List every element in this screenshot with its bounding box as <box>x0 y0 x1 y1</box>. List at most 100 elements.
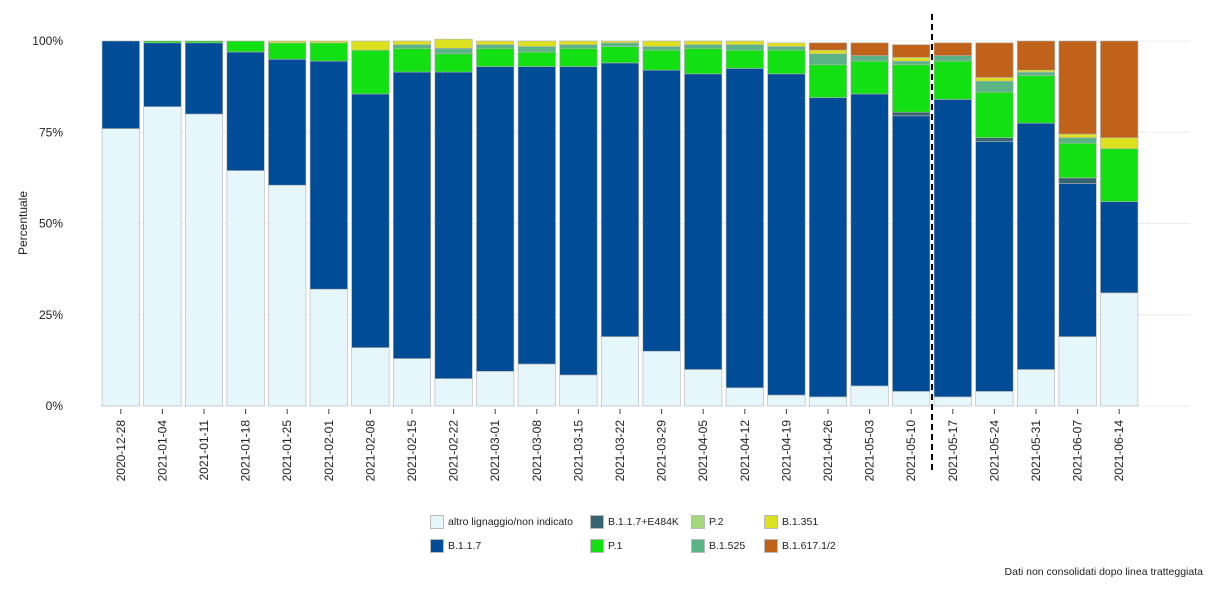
y-tick-label: 50% <box>39 217 63 231</box>
bar-segment <box>559 40 598 45</box>
y-tick-label: 100% <box>32 34 63 48</box>
bar-segment <box>933 55 972 62</box>
bar-segment <box>892 115 931 392</box>
bar-segment <box>975 42 1014 78</box>
x-tick-label: 2021-03-08 <box>530 420 544 482</box>
legend: altro lignaggio/non indicato B.1.1.7+E484… <box>430 513 874 555</box>
bar-segment <box>684 369 723 407</box>
bar-segment <box>559 374 598 407</box>
bar-segment <box>268 58 307 186</box>
bar-segment <box>476 44 515 49</box>
bar-segment <box>725 44 764 51</box>
bar-segment <box>850 385 889 407</box>
bar-segment <box>559 47 598 67</box>
bar-segment <box>184 40 224 44</box>
chart-caption: Dati non consolidati dopo linea trattegg… <box>1004 566 1203 578</box>
bar-segment <box>975 77 1014 82</box>
bar-segment <box>309 42 348 62</box>
legend-item: B.1.525 <box>691 537 764 555</box>
x-tick-label: 2021-06-07 <box>1071 420 1085 482</box>
bar-segment <box>850 60 889 95</box>
legend-item: B.1.351 <box>764 513 874 531</box>
bar-segment <box>143 106 182 407</box>
bar-segment <box>143 40 182 44</box>
bar-segment <box>392 71 432 359</box>
bar-segment <box>309 288 348 407</box>
bar-segment <box>392 40 432 45</box>
bar-segment <box>1058 183 1097 337</box>
bar-segment <box>1100 201 1139 294</box>
bar-segment <box>767 394 806 407</box>
legend-swatch <box>764 539 778 553</box>
bar-segment <box>892 64 931 113</box>
legend-label: P.1 <box>608 540 623 552</box>
bar-segment <box>392 47 432 73</box>
legend-label: B.1.617.1/2 <box>782 540 836 552</box>
x-tick-label: 2021-04-05 <box>696 420 710 482</box>
bar-segment <box>933 99 972 398</box>
x-tick-label: 2021-01-18 <box>239 420 253 482</box>
legend-label: P.2 <box>709 516 724 528</box>
bar-segment <box>1016 71 1056 76</box>
x-tick-label: 2021-05-17 <box>946 420 960 482</box>
bar-segment <box>642 69 681 352</box>
bar-segment <box>975 391 1014 407</box>
x-tick-label: 2020-12-28 <box>114 420 128 482</box>
legend-item: P.2 <box>691 513 764 531</box>
legend-label: B.1.1.7 <box>448 540 482 552</box>
bar-segment <box>1016 369 1056 407</box>
bar-segment <box>1100 292 1139 407</box>
y-axis-title: Percentuale <box>16 191 30 255</box>
bar-segment <box>1016 40 1056 71</box>
x-tick-label: 2021-05-10 <box>904 420 918 482</box>
x-tick-label: 2021-01-04 <box>155 420 169 482</box>
x-tick-label: 2021-03-15 <box>571 420 585 482</box>
bar-segment <box>975 137 1014 142</box>
bar-segment <box>767 49 806 75</box>
bar-segment <box>309 40 348 44</box>
bar-segment <box>392 358 432 407</box>
bar-segment <box>767 46 806 51</box>
x-tick-label: 2021-05-24 <box>987 420 1001 482</box>
legend-swatch <box>590 515 604 529</box>
x-tick-label: 2021-04-26 <box>821 420 835 482</box>
legend-label: B.1.1.7+E484K <box>608 516 679 528</box>
bar-segment <box>808 396 848 407</box>
bar-segment <box>725 40 764 45</box>
legend-swatch <box>691 539 705 553</box>
bar-segment <box>351 40 390 51</box>
x-tick-label: 2021-04-19 <box>779 420 793 482</box>
bar-segment <box>559 44 598 49</box>
bar-segment <box>1058 40 1097 135</box>
bar-segment <box>1016 122 1056 370</box>
bar-segment <box>600 40 640 44</box>
bar-segment <box>684 44 723 49</box>
bar-segment <box>392 44 432 49</box>
bar-segment <box>600 46 640 64</box>
x-tick-label: 2021-02-15 <box>405 420 419 482</box>
bar-segment <box>642 49 681 71</box>
legend-item: P.1 <box>590 537 691 555</box>
legend-swatch <box>430 539 444 553</box>
bar-segment <box>184 113 224 407</box>
x-tick-label: 2021-05-31 <box>1029 420 1043 482</box>
bar-segment <box>892 44 931 58</box>
legend-item: B.1.1.7 <box>430 537 590 555</box>
legend-swatch <box>764 515 778 529</box>
x-tick-label: 2021-06-14 <box>1112 420 1126 482</box>
bar-segment <box>434 38 473 49</box>
bar-segment <box>808 42 848 51</box>
bar-segment <box>351 93 390 348</box>
bar-segment <box>1058 133 1097 139</box>
x-tick-label: 2021-03-01 <box>488 420 502 482</box>
bar-segment <box>808 49 848 55</box>
bar-segment <box>684 47 723 75</box>
bar-segment <box>268 42 307 60</box>
bar-segment <box>1100 137 1139 149</box>
bar-segment <box>517 40 556 47</box>
bar-segment <box>1100 40 1139 139</box>
bar-segment <box>1058 142 1097 179</box>
bar-segment <box>1016 75 1056 124</box>
bar-segment <box>476 47 515 67</box>
